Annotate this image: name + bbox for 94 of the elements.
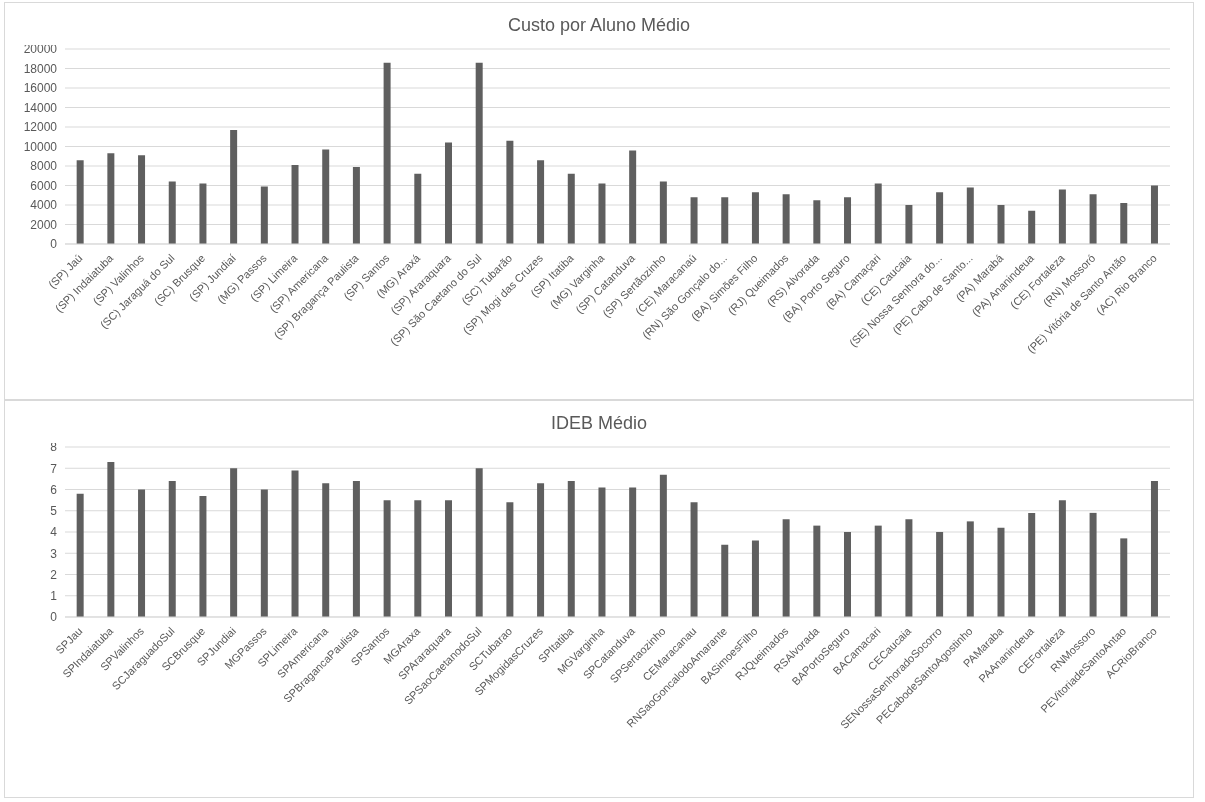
bar <box>1058 189 1066 244</box>
bar <box>751 192 759 244</box>
bar <box>230 468 238 617</box>
bar <box>598 183 606 244</box>
bar <box>813 525 821 617</box>
y-tick-label: 14000 <box>23 100 58 115</box>
bar <box>138 489 146 617</box>
y-tick-label: 6 <box>50 482 58 497</box>
bar <box>567 173 575 244</box>
bar <box>445 500 452 617</box>
bar <box>352 166 360 244</box>
bar <box>1150 185 1158 244</box>
bar <box>690 197 698 244</box>
bar <box>107 153 115 244</box>
bar <box>506 502 514 617</box>
bar <box>905 519 913 617</box>
bar <box>291 165 299 244</box>
bar <box>966 521 974 617</box>
bar <box>598 487 606 617</box>
bar <box>844 532 852 617</box>
bar <box>936 532 944 617</box>
y-tick-label: 2000 <box>30 217 58 232</box>
bar <box>721 544 729 617</box>
y-tick-label: 12000 <box>23 120 58 135</box>
bar <box>506 140 514 244</box>
y-tick-label: 20000 <box>23 42 58 57</box>
chart-title: IDEB Médio <box>550 413 648 433</box>
y-tick-label: 7 <box>50 461 58 476</box>
bar <box>445 142 452 244</box>
bar <box>844 197 852 244</box>
bar <box>1058 500 1066 617</box>
bar <box>414 500 422 617</box>
bar <box>107 461 115 617</box>
bar <box>76 493 84 617</box>
bar <box>936 192 944 244</box>
bar <box>782 194 790 244</box>
y-tick-label: 10000 <box>23 139 58 154</box>
bar <box>1028 512 1036 617</box>
bar <box>659 181 667 244</box>
bar <box>537 483 545 617</box>
y-tick-label: 3 <box>50 546 58 561</box>
bar <box>76 160 84 244</box>
bar <box>1028 210 1036 244</box>
y-tick-label: 0 <box>50 237 58 252</box>
bar <box>905 205 913 244</box>
chart-title: Custo por Aluno Médio <box>507 15 691 35</box>
bar <box>260 186 268 244</box>
bar <box>1089 512 1097 617</box>
bar <box>199 183 207 244</box>
y-tick-label: 18000 <box>23 61 58 76</box>
y-tick-label: 4 <box>50 525 58 540</box>
bar <box>383 500 391 617</box>
y-tick-label: 4000 <box>30 198 58 213</box>
bar <box>138 155 146 244</box>
y-tick-label: 5 <box>50 504 58 519</box>
y-tick-label: 2 <box>50 567 58 582</box>
bar <box>291 470 299 617</box>
bar <box>629 487 637 617</box>
bar <box>659 474 667 617</box>
bar <box>874 183 882 244</box>
bar <box>997 205 1005 244</box>
bar <box>874 525 882 617</box>
bar <box>629 150 637 244</box>
bar <box>475 62 483 244</box>
bar <box>1120 538 1128 617</box>
bar <box>260 489 268 617</box>
bar <box>168 481 176 617</box>
bar <box>1150 481 1158 617</box>
y-tick-label: 6000 <box>30 178 58 193</box>
y-tick-label: 16000 <box>23 81 58 96</box>
bar <box>1120 203 1128 244</box>
y-tick-label: 8000 <box>30 159 58 174</box>
bar <box>475 468 483 617</box>
bar <box>230 129 238 244</box>
bar <box>322 149 330 244</box>
bar <box>966 187 974 244</box>
bar <box>721 197 729 244</box>
bar <box>352 481 360 617</box>
y-tick-label: 8 <box>50 440 58 455</box>
y-tick-label: 0 <box>50 610 58 625</box>
bar <box>1089 194 1097 244</box>
y-tick-label: 1 <box>50 589 58 604</box>
bar <box>813 200 821 244</box>
bar <box>414 173 422 244</box>
bar <box>782 519 790 617</box>
bar <box>383 62 391 244</box>
bar <box>537 160 545 244</box>
bar <box>168 181 176 244</box>
bar <box>199 495 207 617</box>
bar <box>322 483 330 617</box>
bar <box>567 481 575 617</box>
bar <box>751 540 759 617</box>
bar <box>997 527 1005 617</box>
bar <box>690 502 698 617</box>
